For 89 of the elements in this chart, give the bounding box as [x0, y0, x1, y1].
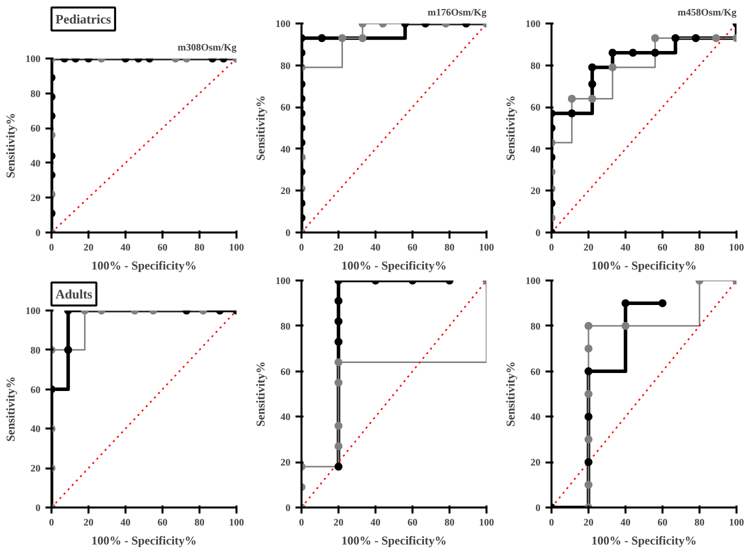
x-tick-label: 80: [694, 518, 704, 528]
y-tick-label: 80: [280, 60, 290, 72]
y-tick-label: 60: [530, 102, 540, 114]
y-tick-label: 80: [30, 345, 40, 356]
x-tick-label: 20: [334, 518, 344, 528]
x-tick-label: 40: [370, 242, 380, 254]
y-tick-label: 20: [280, 186, 290, 198]
y-tick-label: 40: [30, 424, 40, 436]
x-tick-label: 80: [194, 242, 204, 254]
x-tick-label: 0: [549, 242, 554, 254]
y-tick-label: 100: [26, 306, 40, 317]
x-tick-label: 20: [84, 518, 94, 528]
x-tick-label: 0: [549, 518, 554, 528]
x-tick-label: 100: [229, 518, 244, 528]
text: Pediatrics: [56, 12, 112, 26]
y-tick-label: 40: [530, 144, 540, 156]
x-axis-title: 100% - Specificity%: [91, 534, 197, 548]
chart-title: m308Osm/Kg: [178, 42, 237, 54]
x-tick-label: 60: [408, 242, 418, 254]
y-tick-label: 0: [536, 503, 540, 514]
y-tick-label: 0: [36, 503, 40, 514]
y-tick-label: 80: [30, 88, 40, 100]
y-tick-label: 60: [280, 102, 290, 114]
y-tick-label: 60: [30, 124, 40, 135]
y-tick-label: 40: [530, 412, 540, 424]
y-tick-label: 100: [526, 276, 540, 287]
x-tick-label: 100: [229, 242, 244, 254]
y-axis-title: Sensitivity%: [4, 376, 18, 442]
y-tick-label: 20: [530, 186, 540, 198]
y-tick-label: 60: [530, 366, 540, 378]
y-tick-label: 0: [286, 503, 290, 514]
y-tick-label: 100: [276, 276, 290, 287]
y-axis-title: Sensitivity%: [254, 95, 268, 161]
x-tick-label: 40: [370, 518, 380, 528]
x-tick-label: 100: [479, 242, 494, 254]
x-tick-label: 100: [479, 518, 494, 528]
x-tick-label: 60: [158, 518, 168, 528]
x-tick-label: 60: [158, 242, 168, 254]
y-tick-label: 40: [280, 412, 290, 424]
y-axis-title: Sensitivity%: [504, 361, 518, 427]
x-tick-label: 40: [620, 518, 630, 528]
y-tick-label: 0: [286, 228, 290, 239]
x-tick-label: 20: [84, 242, 94, 254]
chart-title: m176Osm/Kg: [428, 8, 487, 18]
x-tick-label: 60: [658, 518, 668, 528]
y-tick-label: 20: [530, 458, 540, 469]
y-tick-label: 20: [280, 458, 290, 469]
y-tick-label: 80: [280, 321, 290, 332]
x-tick-label: 40: [120, 518, 130, 528]
x-tick-label: 80: [444, 242, 454, 254]
y-tick-label: 40: [30, 158, 40, 170]
y-axis-title: Sensitivity%: [4, 112, 18, 178]
x-tick-label: 60: [408, 518, 418, 528]
y-tick-label: 60: [280, 366, 290, 378]
x-tick-label: 80: [194, 518, 204, 528]
x-axis-title: 100% - Specificity%: [341, 258, 447, 272]
chart-title: m458Osm/Kg: [678, 8, 737, 18]
text: Adults: [56, 286, 92, 302]
y-tick-label: 0: [36, 228, 40, 239]
y-tick-label: 60: [30, 384, 40, 396]
y-tick-label: 100: [526, 19, 540, 30]
x-tick-label: 40: [120, 242, 130, 254]
y-axis-title: Sensitivity%: [504, 95, 518, 161]
x-tick-label: 100: [729, 242, 744, 254]
y-tick-label: 0: [536, 228, 540, 239]
y-tick-label: 100: [26, 54, 40, 65]
y-tick-label: 100: [276, 19, 290, 30]
x-axis-title: 100% - Specificity%: [591, 258, 697, 272]
x-tick-label: 0: [49, 518, 54, 528]
x-tick-label: 20: [334, 242, 344, 254]
x-tick-label: 80: [694, 242, 704, 254]
x-axis-title: 100% - Specificity%: [591, 534, 697, 548]
x-tick-label: 60: [658, 242, 668, 254]
x-tick-label: 100: [729, 518, 744, 528]
x-axis-title: 100% - Specificity%: [341, 534, 447, 548]
x-tick-label: 20: [584, 518, 594, 528]
x-tick-label: 40: [620, 242, 630, 254]
x-tick-label: 0: [299, 518, 304, 528]
x-tick-label: 80: [444, 518, 454, 528]
y-tick-label: 40: [280, 144, 290, 156]
y-tick-label: 20: [30, 464, 40, 475]
y-tick-label: 80: [530, 321, 540, 332]
x-tick-label: 0: [49, 242, 54, 254]
y-tick-label: 20: [30, 193, 40, 204]
x-axis-title: 100% - Specificity%: [91, 258, 197, 272]
y-tick-label: 80: [530, 60, 540, 72]
x-tick-label: 20: [584, 242, 594, 254]
x-tick-label: 0: [299, 242, 304, 254]
y-axis-title: Sensitivity%: [254, 361, 268, 427]
